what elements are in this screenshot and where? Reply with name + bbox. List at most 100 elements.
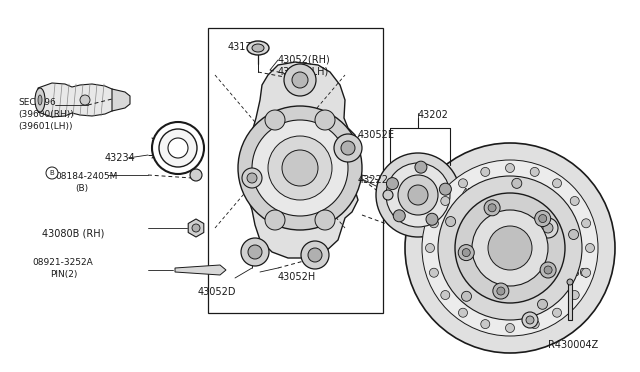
Circle shape bbox=[190, 169, 202, 181]
Circle shape bbox=[387, 177, 399, 190]
Circle shape bbox=[570, 196, 579, 205]
Text: (39600(RH)): (39600(RH)) bbox=[18, 110, 74, 119]
Circle shape bbox=[481, 167, 490, 176]
Circle shape bbox=[308, 248, 322, 262]
Circle shape bbox=[522, 312, 538, 328]
Text: (39601(LH)): (39601(LH)) bbox=[18, 122, 72, 131]
Circle shape bbox=[315, 210, 335, 230]
Circle shape bbox=[497, 287, 505, 295]
Circle shape bbox=[292, 72, 308, 88]
Text: B: B bbox=[50, 170, 54, 176]
Ellipse shape bbox=[152, 122, 204, 174]
Circle shape bbox=[315, 110, 335, 130]
Ellipse shape bbox=[168, 138, 188, 158]
Circle shape bbox=[241, 238, 269, 266]
Circle shape bbox=[552, 179, 561, 188]
Circle shape bbox=[334, 134, 362, 162]
Text: 43053(LH): 43053(LH) bbox=[278, 67, 329, 77]
Circle shape bbox=[544, 266, 552, 274]
Circle shape bbox=[582, 219, 591, 228]
Circle shape bbox=[458, 179, 467, 188]
Text: (B): (B) bbox=[75, 184, 88, 193]
Circle shape bbox=[534, 211, 550, 227]
Circle shape bbox=[252, 120, 348, 216]
Circle shape bbox=[441, 291, 450, 299]
Circle shape bbox=[458, 245, 474, 261]
Circle shape bbox=[80, 95, 90, 105]
Polygon shape bbox=[568, 282, 572, 320]
Circle shape bbox=[462, 248, 470, 257]
Text: 43004: 43004 bbox=[488, 290, 518, 300]
Circle shape bbox=[506, 324, 515, 333]
Circle shape bbox=[265, 110, 285, 130]
Circle shape bbox=[248, 245, 262, 259]
Circle shape bbox=[238, 106, 362, 230]
Circle shape bbox=[567, 279, 573, 285]
Text: 43052H: 43052H bbox=[278, 272, 316, 282]
Circle shape bbox=[530, 320, 540, 328]
Circle shape bbox=[530, 167, 540, 176]
Circle shape bbox=[438, 176, 582, 320]
Ellipse shape bbox=[35, 88, 45, 112]
Circle shape bbox=[376, 153, 460, 237]
Text: R430004Z: R430004Z bbox=[548, 340, 598, 350]
Text: SEC.396: SEC.396 bbox=[18, 98, 56, 107]
Ellipse shape bbox=[252, 44, 264, 52]
Circle shape bbox=[538, 218, 558, 238]
Circle shape bbox=[481, 320, 490, 328]
Circle shape bbox=[582, 268, 591, 277]
Circle shape bbox=[268, 136, 332, 200]
Circle shape bbox=[441, 196, 450, 205]
Circle shape bbox=[341, 141, 355, 155]
Text: 43052E: 43052E bbox=[358, 130, 395, 140]
Circle shape bbox=[415, 161, 427, 173]
Circle shape bbox=[493, 283, 509, 299]
Circle shape bbox=[445, 217, 456, 227]
Circle shape bbox=[472, 210, 548, 286]
Circle shape bbox=[265, 210, 285, 230]
Text: 43207: 43207 bbox=[462, 188, 493, 198]
Circle shape bbox=[458, 308, 467, 317]
Circle shape bbox=[282, 150, 318, 186]
Text: 43052D: 43052D bbox=[198, 287, 237, 297]
Circle shape bbox=[538, 299, 547, 309]
Text: 08921-3252A: 08921-3252A bbox=[32, 258, 93, 267]
Circle shape bbox=[568, 230, 579, 240]
Circle shape bbox=[393, 210, 405, 222]
Circle shape bbox=[192, 224, 200, 232]
Circle shape bbox=[398, 175, 438, 215]
Circle shape bbox=[426, 244, 435, 253]
Circle shape bbox=[422, 160, 598, 336]
Ellipse shape bbox=[38, 95, 42, 105]
Circle shape bbox=[488, 226, 532, 270]
Circle shape bbox=[488, 204, 496, 212]
Ellipse shape bbox=[159, 129, 197, 167]
Circle shape bbox=[540, 262, 556, 278]
Circle shape bbox=[506, 164, 515, 173]
Circle shape bbox=[408, 185, 428, 205]
Text: 43080B (RH): 43080B (RH) bbox=[42, 228, 104, 238]
Circle shape bbox=[301, 241, 329, 269]
Text: 43080J: 43080J bbox=[556, 268, 589, 278]
Circle shape bbox=[586, 244, 595, 253]
Circle shape bbox=[426, 213, 438, 225]
Circle shape bbox=[552, 308, 561, 317]
Text: 4409BM: 4409BM bbox=[532, 218, 572, 228]
Text: 43173: 43173 bbox=[228, 42, 259, 52]
Circle shape bbox=[46, 167, 58, 179]
Polygon shape bbox=[175, 265, 226, 275]
Ellipse shape bbox=[247, 41, 269, 55]
Circle shape bbox=[512, 178, 522, 188]
Circle shape bbox=[526, 316, 534, 324]
Circle shape bbox=[429, 219, 438, 228]
Text: 43202: 43202 bbox=[418, 110, 449, 120]
Bar bbox=[208, 28, 383, 313]
Circle shape bbox=[570, 291, 579, 299]
Circle shape bbox=[484, 200, 500, 216]
Text: 43234: 43234 bbox=[105, 153, 136, 163]
Polygon shape bbox=[112, 89, 130, 111]
Text: 08184-2405M: 08184-2405M bbox=[55, 172, 117, 181]
Text: 43052(RH): 43052(RH) bbox=[278, 55, 331, 65]
Polygon shape bbox=[38, 83, 118, 117]
Circle shape bbox=[383, 190, 393, 200]
